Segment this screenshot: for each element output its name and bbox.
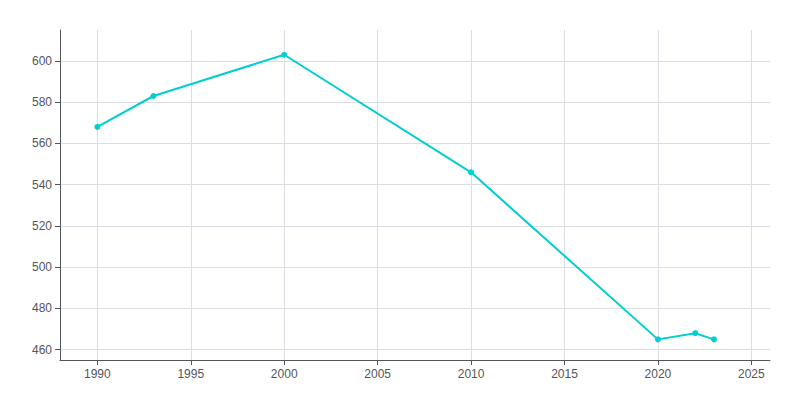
svg-text:2020: 2020	[645, 367, 672, 381]
svg-text:2015: 2015	[551, 367, 578, 381]
svg-text:600: 600	[32, 54, 52, 68]
svg-text:2000: 2000	[271, 367, 298, 381]
svg-text:1990: 1990	[84, 367, 111, 381]
svg-text:2010: 2010	[458, 367, 485, 381]
svg-text:1995: 1995	[177, 367, 204, 381]
svg-text:480: 480	[32, 301, 52, 315]
svg-text:2025: 2025	[738, 367, 765, 381]
svg-text:2005: 2005	[364, 367, 391, 381]
svg-text:500: 500	[32, 260, 52, 274]
svg-text:520: 520	[32, 219, 52, 233]
svg-text:460: 460	[32, 343, 52, 357]
svg-text:560: 560	[32, 136, 52, 150]
svg-text:540: 540	[32, 178, 52, 192]
svg-text:580: 580	[32, 95, 52, 109]
